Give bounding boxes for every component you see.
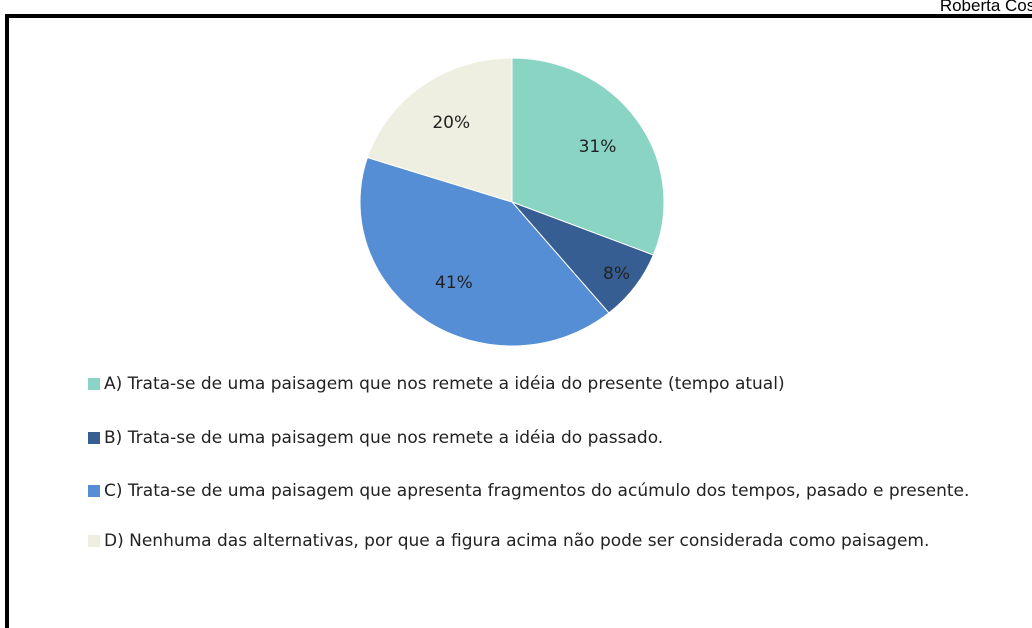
data-label: 8%: [603, 264, 630, 284]
slice: [366, 57, 513, 203]
legend-item: B) Trata-se de uma paisagem que nos reme…: [88, 426, 988, 450]
slice: [511, 57, 665, 256]
legend-item: C) Trata-se de uma paisagem que apresent…: [88, 479, 988, 503]
data-label: 41%: [435, 273, 473, 293]
data-label: 31%: [579, 137, 617, 157]
chart: 31% 8% 41% 20%: [359, 57, 665, 347]
legend-swatch: [88, 485, 100, 497]
legend-swatch: [88, 535, 100, 547]
legend-swatch: [88, 378, 100, 390]
slice: [359, 156, 610, 347]
legend-item: A) Trata-se de uma paisagem que nos reme…: [88, 372, 988, 396]
page: Roberta Cost 31%8%41%20% (() => { const …: [5, 0, 1032, 628]
legend-label: A) Trata-se de uma paisagem que nos reme…: [104, 374, 785, 394]
data-label: 20%: [432, 113, 470, 133]
frame: [5, 14, 1032, 628]
author: Roberta Cost: [939, 0, 1032, 15]
legend-item: D) Nenhuma das alternativas, por que a f…: [88, 529, 988, 553]
legend-swatch: [88, 432, 100, 444]
legend-label: B) Trata-se de uma paisagem que nos reme…: [104, 428, 664, 448]
legend-label: C) Trata-se de uma paisagem que apresent…: [104, 481, 970, 501]
legend-label: D) Nenhuma das alternativas, por que a f…: [104, 531, 930, 551]
